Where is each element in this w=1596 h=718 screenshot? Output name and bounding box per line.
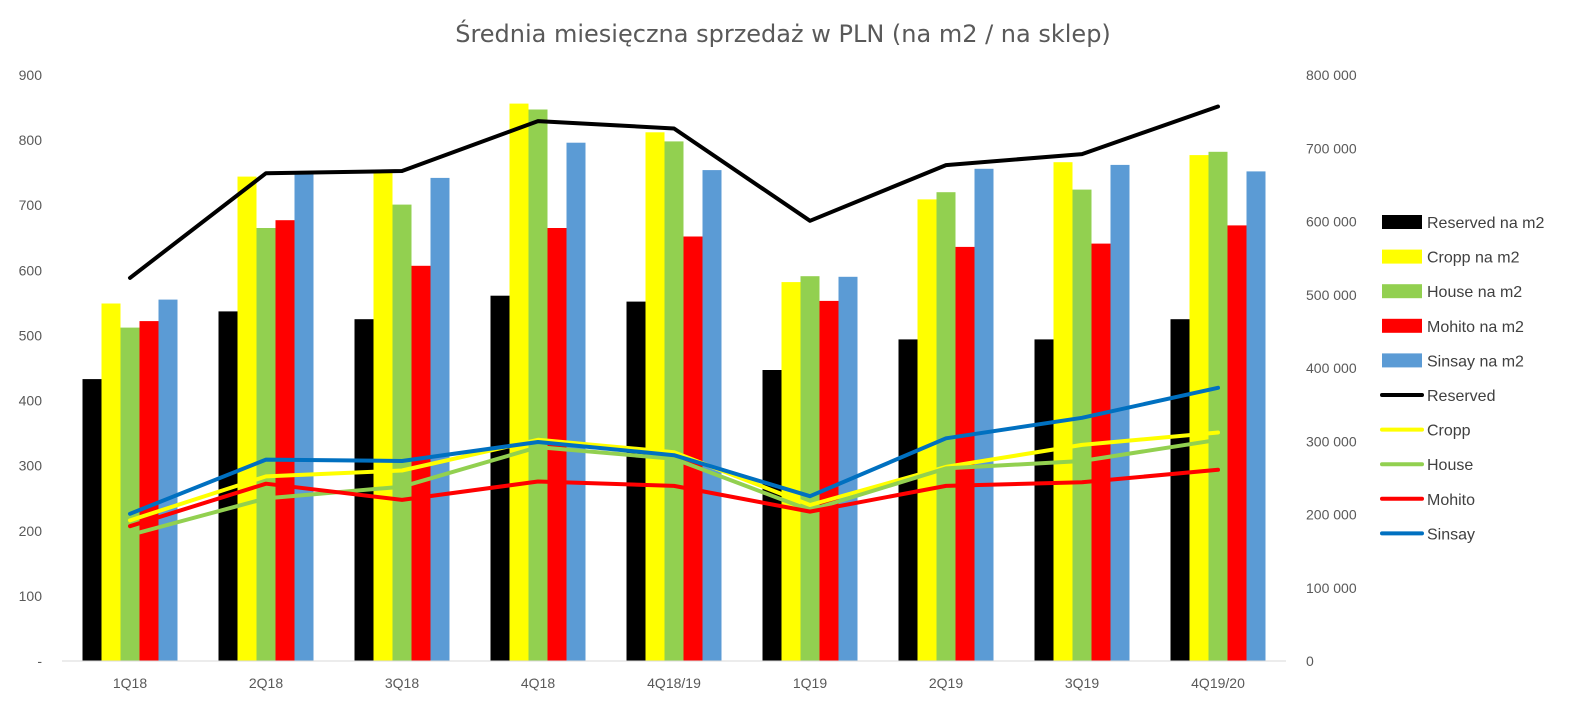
bar-cropp-na-m2 — [1053, 162, 1073, 661]
legend-label: Cropp — [1427, 423, 1471, 440]
right-tick-label: 600 000 — [1306, 214, 1357, 230]
left-axis: - 100 200 300 400 500 600 700 800 900 — [19, 67, 43, 669]
x-tick-label: 1Q19 — [793, 675, 827, 691]
bar-house-na-m2 — [392, 204, 412, 661]
legend-label: House — [1427, 457, 1473, 474]
bar-cropp-na-m2 — [1189, 155, 1209, 661]
right-tick-label: 200 000 — [1306, 507, 1357, 523]
bar-cropp-na-m2 — [509, 103, 529, 662]
legend-label: Mohito na m2 — [1427, 319, 1524, 336]
bar-reserved-na-m2 — [1034, 339, 1054, 661]
right-tick-label: 700 000 — [1306, 140, 1357, 156]
bar-cropp-na-m2 — [101, 303, 121, 661]
line-sinsay — [128, 385, 1220, 516]
bar-reserved-na-m2 — [490, 295, 510, 661]
bar-reserved-na-m2 — [626, 301, 646, 661]
bar-cropp-na-m2 — [237, 176, 257, 661]
bar-sinsay-na-m2 — [974, 168, 994, 662]
x-tick-label: 3Q19 — [1065, 675, 1099, 691]
line-mohito — [128, 467, 1220, 529]
legend-label: Mohito — [1427, 492, 1475, 509]
bar-sinsay-na-m2 — [1246, 171, 1266, 661]
bar-cropp-na-m2 — [373, 172, 393, 661]
left-tick-label: 900 — [19, 67, 43, 83]
legend-swatch-mohito-na-m2 — [1382, 318, 1422, 333]
bar-cropp-na-m2 — [781, 282, 801, 661]
bar-reserved-na-m2 — [898, 339, 918, 661]
bar-sinsay-na-m2 — [158, 299, 178, 661]
x-tick-label: 4Q19/20 — [1191, 675, 1245, 691]
legend-swatch-cropp-na-m2 — [1382, 249, 1422, 264]
bar-mohito-na-m2 — [275, 220, 295, 661]
legend-label: Cropp na m2 — [1427, 250, 1520, 267]
legend-label: Sinsay — [1427, 526, 1475, 543]
legend: Reserved na m2 Cropp na m2 House na m2 Mohi… — [1380, 215, 1544, 543]
left-tick-label: 600 — [19, 262, 43, 278]
bar-reserved-na-m2 — [218, 311, 238, 661]
bar-house-na-m2 — [800, 276, 820, 661]
legend-label: Sinsay na m2 — [1427, 353, 1524, 370]
x-tick-label: 4Q18 — [521, 675, 555, 691]
x-axis: 1Q18 2Q18 3Q18 4Q18 4Q18/19 1Q19 2Q19 3Q19 4Q19/… — [113, 675, 1245, 691]
bar-house-na-m2 — [1072, 189, 1092, 661]
legend-swatch-reserved-na-m2 — [1382, 215, 1422, 229]
legend-swatch-sinsay-na-m2 — [1382, 353, 1422, 368]
right-tick-label: 500 000 — [1306, 287, 1357, 303]
bar-reserved-na-m2 — [82, 379, 102, 661]
bar-sinsay-na-m2 — [566, 142, 586, 661]
bar-house-na-m2 — [936, 192, 956, 661]
line-series-group — [128, 104, 1220, 537]
bar-sinsay-na-m2 — [294, 174, 314, 661]
right-axis: 0 100 000 200 000 300 000 400 000 500 000 600 … — [1306, 67, 1357, 669]
line-reserved — [128, 104, 1220, 280]
bar-mohito-na-m2 — [683, 236, 703, 661]
bar-sinsay-na-m2 — [702, 170, 722, 661]
left-tick-label: - — [37, 653, 42, 669]
bar-sinsay-na-m2 — [1110, 164, 1130, 661]
bar-mohito-na-m2 — [819, 300, 839, 661]
bar-cropp-na-m2 — [645, 132, 665, 662]
chart-title: Średnia miesięczna sprzedaż w PLN (na m2… — [455, 18, 1111, 48]
right-tick-label: 800 000 — [1306, 67, 1357, 83]
bar-house-na-m2 — [120, 327, 140, 661]
legend-label: Reserved — [1427, 388, 1495, 405]
x-tick-label: 2Q19 — [929, 675, 963, 691]
legend-label: Reserved na m2 — [1427, 215, 1544, 232]
line-cropp — [128, 430, 1220, 523]
bar-reserved-na-m2 — [762, 370, 782, 661]
bar-cropp-na-m2 — [917, 199, 937, 661]
x-tick-label: 3Q18 — [385, 675, 419, 691]
bar-reserved-na-m2 — [1170, 319, 1190, 661]
bar-sinsay-na-m2 — [838, 276, 858, 661]
bar-mohito-na-m2 — [955, 246, 975, 661]
right-tick-label: 300 000 — [1306, 433, 1357, 449]
x-tick-label: 1Q18 — [113, 675, 147, 691]
right-tick-label: 0 — [1306, 653, 1314, 669]
left-tick-label: 100 — [19, 588, 43, 604]
bar-mohito-na-m2 — [1227, 225, 1247, 661]
bar-series-group — [82, 103, 1266, 662]
left-tick-label: 500 — [19, 327, 43, 343]
bar-mohito-na-m2 — [411, 265, 431, 661]
bar-house-na-m2 — [664, 141, 684, 661]
left-tick-label: 200 — [19, 523, 43, 539]
legend-label: House na m2 — [1427, 284, 1522, 301]
line-house — [128, 437, 1220, 537]
bar-house-na-m2 — [256, 228, 276, 661]
x-tick-label: 4Q18/19 — [647, 675, 701, 691]
bar-house-na-m2 — [1208, 151, 1228, 662]
bar-mohito-na-m2 — [1091, 243, 1111, 661]
left-tick-label: 800 — [19, 132, 43, 148]
bar-mohito-na-m2 — [139, 321, 159, 661]
right-tick-label: 100 000 — [1306, 580, 1357, 596]
x-tick-label: 2Q18 — [249, 675, 283, 691]
bar-house-na-m2 — [528, 109, 548, 661]
legend-swatch-house-na-m2 — [1382, 284, 1422, 299]
right-tick-label: 400 000 — [1306, 360, 1357, 376]
left-tick-label: 400 — [19, 393, 43, 409]
left-tick-label: 300 — [19, 458, 43, 474]
bar-sinsay-na-m2 — [430, 177, 450, 661]
left-tick-label: 700 — [19, 197, 43, 213]
